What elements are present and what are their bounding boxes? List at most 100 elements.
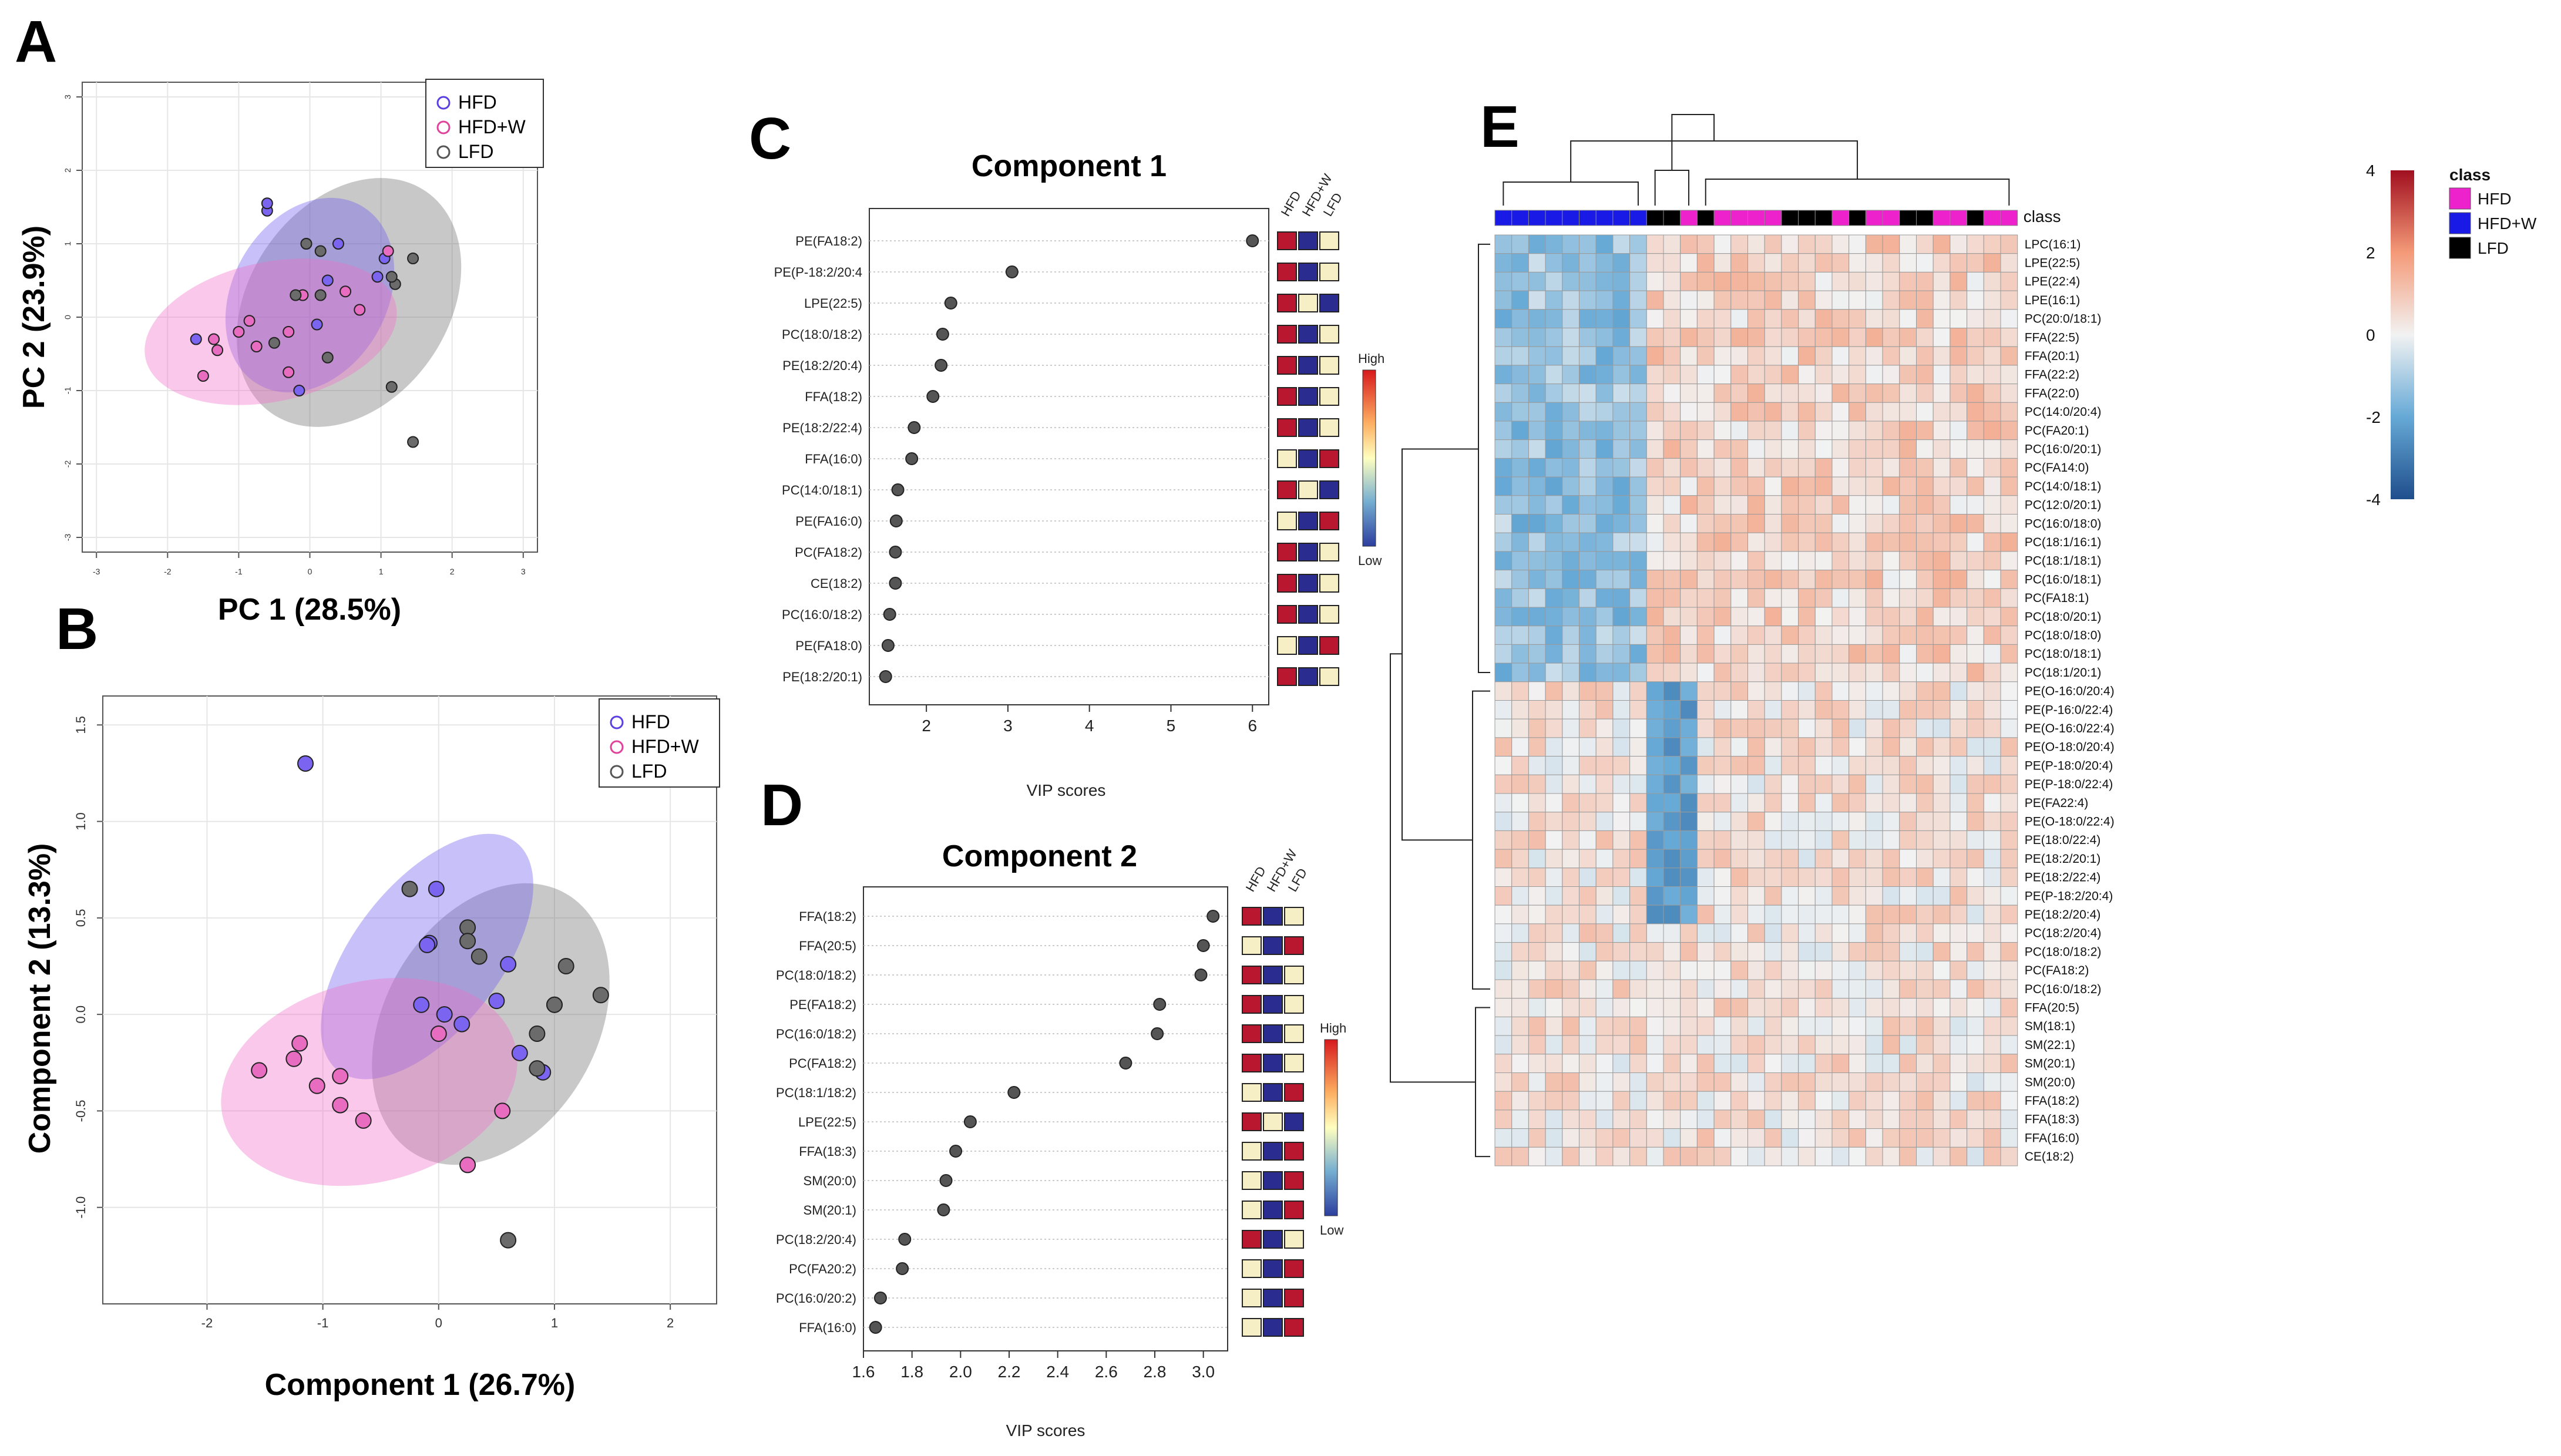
heatmap-cell: [1562, 365, 1580, 385]
heatmap-cell: [1680, 923, 1698, 943]
heatmap-cell: [1511, 290, 1529, 310]
heatmap-cell: [1579, 700, 1597, 719]
heatmap-row-label: PC(18:0/18:2): [2025, 945, 2102, 959]
heatmap-cell: [1562, 1016, 1580, 1036]
vip-x-tick-label: 6: [1248, 717, 1257, 735]
heatmap-cell: [1612, 551, 1631, 571]
heatmap-cell: [1781, 886, 1799, 906]
heatmap-cell: [1747, 271, 1765, 291]
heatmap-cell: [1646, 607, 1664, 627]
heatmap-cell: [1629, 346, 1647, 366]
heatmap-cell: [1696, 476, 1715, 496]
heatmap-cell: [1696, 849, 1715, 869]
heatmap-cell: [1680, 886, 1698, 906]
vip-group-cell: [1263, 1054, 1283, 1072]
heatmap-cell: [1950, 458, 1968, 478]
heatmap-cell: [1646, 681, 1664, 701]
heatmap-row-label: CE(18:2): [2025, 1150, 2074, 1164]
heatmap-cell: [1950, 476, 1968, 496]
heatmap-cell: [1849, 700, 1866, 719]
heatmap-legend-swatch: [2449, 237, 2471, 259]
heatmap-row-label: PE(P-18:0/22:4): [2025, 778, 2113, 791]
heatmap-cell: [1595, 458, 1614, 478]
heatmap-cell: [1849, 402, 1866, 422]
heatmap-cell: [1967, 681, 1984, 701]
heatmap-cell: [1680, 718, 1698, 738]
vip-group-cell: [1298, 449, 1318, 468]
heatmap-class-cell: [1612, 210, 1631, 226]
heatmap-cell: [1629, 458, 1647, 478]
heatmap-cell: [1747, 998, 1765, 1017]
heatmap-cell: [1932, 663, 1951, 682]
heatmap-cell: [1899, 495, 1917, 515]
heatmap-cell: [1579, 234, 1597, 254]
heatmap-cell: [1967, 346, 1984, 366]
heatmap-cell: [1562, 290, 1580, 310]
vip-group-cell: [1277, 231, 1297, 250]
heatmap-cell: [1562, 551, 1580, 571]
point-hfd-w: [308, 1077, 325, 1094]
heatmap-cell: [1579, 904, 1597, 924]
heatmap-cell: [1967, 849, 1984, 869]
heatmap-cell: [1612, 1091, 1631, 1111]
heatmap-cell: [1814, 737, 1833, 757]
heatmap-cell: [1781, 588, 1799, 608]
heatmap-cell: [1663, 1091, 1681, 1111]
heatmap-cell: [1747, 607, 1765, 627]
heatmap-cell: [1899, 532, 1917, 552]
heatmap-row-label: PE(P-16:0/22:4): [2025, 703, 2113, 717]
heatmap-cell: [1747, 960, 1765, 980]
point-hfd-w: [340, 285, 352, 298]
heatmap-cell: [1646, 979, 1664, 999]
heatmap-color-scale: [2391, 170, 2414, 499]
vip-point: [891, 483, 905, 496]
heatmap-cell: [1528, 384, 1546, 403]
heatmap-cell: [1494, 1091, 1513, 1111]
heatmap-cell: [1865, 476, 1883, 496]
heatmap-cell: [1646, 737, 1664, 757]
heatmap-class-cell: [1983, 210, 2001, 226]
heatmap-cell: [1511, 234, 1529, 254]
heatmap-cell: [1983, 570, 2001, 589]
heatmap-cell: [1562, 904, 1580, 924]
heatmap-cell: [1849, 812, 1866, 831]
heatmap-cell: [1831, 849, 1850, 869]
heatmap-cell: [1612, 1128, 1631, 1148]
panel-letter-b: B: [56, 596, 98, 662]
heatmap-cell: [1814, 849, 1833, 869]
heatmap-cell: [1528, 812, 1546, 831]
heatmap-cell: [1663, 1128, 1681, 1148]
heatmap-cell: [1798, 923, 1816, 943]
heatmap-cell: [1882, 979, 1900, 999]
heatmap-cell: [1831, 1146, 1850, 1166]
heatmap-cell: [1545, 904, 1563, 924]
heatmap-cell: [1764, 495, 1782, 515]
heatmap-cell: [1814, 830, 1833, 850]
heatmap-cell: [1865, 384, 1883, 403]
heatmap-cell: [1950, 904, 1968, 924]
heatmap-cell: [1849, 626, 1866, 645]
heatmap-cell: [2000, 328, 2018, 347]
heatmap-cell: [1696, 886, 1715, 906]
heatmap-cell: [1629, 942, 1647, 961]
heatmap-cell: [1983, 960, 2001, 980]
heatmap-cell: [1967, 942, 1984, 961]
heatmap-cell: [1713, 346, 1732, 366]
heatmap-cell: [1528, 942, 1546, 961]
heatmap-cell: [1595, 793, 1614, 813]
heatmap-cell: [1865, 700, 1883, 719]
heatmap-cell: [1612, 812, 1631, 831]
heatmap-cell: [1713, 1128, 1732, 1148]
heatmap-cell: [1831, 1072, 1850, 1092]
heatmap-cell: [1579, 346, 1597, 366]
heatmap-cell: [1680, 830, 1698, 850]
heatmap-cell: [1663, 271, 1681, 291]
heatmap-cell: [1882, 234, 1900, 254]
heatmap-cell: [1595, 718, 1614, 738]
row-dendrogram-branch: [1472, 690, 1490, 990]
heatmap-cell: [1663, 700, 1681, 719]
heatmap-cell: [1545, 346, 1563, 366]
heatmap-cell: [1562, 402, 1580, 422]
vip-group-cell: [1284, 1318, 1304, 1337]
